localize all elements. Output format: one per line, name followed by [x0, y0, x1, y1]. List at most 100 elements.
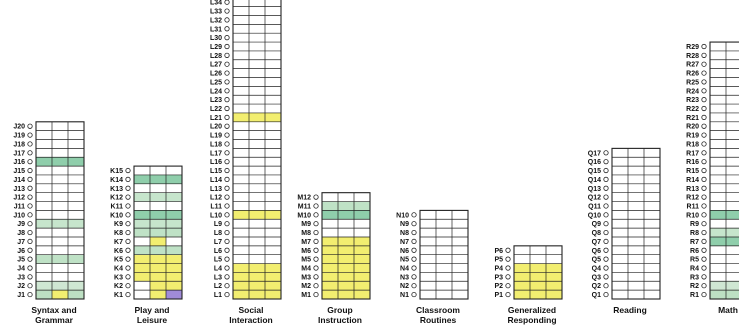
- level-label: R20: [686, 124, 699, 131]
- highlight-cell: [68, 254, 84, 264]
- level-circle: [224, 291, 230, 298]
- grid-frame: [611, 147, 661, 300]
- level-label: R21: [686, 115, 699, 122]
- highlight-cell: [514, 281, 530, 291]
- highlight-cell: [322, 254, 338, 264]
- level-circle: [313, 229, 319, 236]
- domain-caption: Group: [327, 305, 353, 315]
- highlight-cell: [249, 281, 265, 291]
- level-label: K3: [114, 274, 123, 281]
- level-label: M3: [301, 274, 311, 281]
- level-label: P1: [494, 292, 503, 299]
- level-circle: [27, 256, 33, 262]
- level-label: N9: [400, 221, 409, 228]
- level-label: R4: [690, 265, 699, 272]
- level-circle: [27, 159, 33, 165]
- level-circle: [27, 203, 33, 209]
- highlight-cell: [166, 245, 182, 255]
- highlight-cell: [166, 192, 182, 202]
- level-circle: [603, 167, 609, 174]
- level-circle: [411, 283, 417, 289]
- level-label: N2: [400, 283, 409, 290]
- highlight-cell: [338, 210, 354, 220]
- level-circle: [701, 291, 707, 298]
- level-circle: [603, 212, 609, 218]
- level-label: J15: [13, 168, 25, 175]
- level-label: L2: [214, 283, 222, 290]
- level-circle: [125, 291, 131, 298]
- level-label: Q9: [592, 221, 601, 228]
- level-circle: [125, 203, 131, 209]
- level-circle: [224, 0, 230, 5]
- level-circle: [701, 88, 707, 94]
- level-label: J4: [17, 265, 25, 272]
- highlight-cell: [322, 263, 338, 273]
- level-circle: [224, 274, 230, 280]
- level-label: M5: [301, 257, 311, 264]
- level-label: Q12: [588, 195, 601, 202]
- level-circle: [313, 256, 319, 262]
- highlight-cell: [233, 263, 249, 273]
- highlight-cell: [36, 254, 52, 264]
- domain-caption: Interaction: [229, 315, 272, 325]
- level-circle: [224, 17, 230, 23]
- level-label: R15: [686, 168, 699, 175]
- highlight-cell: [530, 290, 546, 299]
- highlight-cell: [338, 281, 354, 291]
- level-circle: [411, 265, 417, 271]
- highlight-cell: [52, 281, 68, 291]
- highlight-cell: [166, 228, 182, 237]
- level-circle: [224, 70, 230, 76]
- highlight-cell: [354, 201, 370, 211]
- level-label: L17: [210, 150, 222, 157]
- level-label: N7: [400, 239, 409, 246]
- level-circle: [224, 123, 230, 129]
- level-label: M6: [301, 248, 311, 255]
- level-label: N4: [400, 265, 409, 272]
- level-label: J11: [14, 203, 25, 210]
- level-circle: [603, 229, 609, 236]
- level-label: R7: [690, 239, 699, 246]
- level-label: J16: [13, 159, 25, 166]
- level-label: P2: [494, 283, 503, 290]
- level-circle: [701, 256, 707, 262]
- level-label: J3: [17, 274, 25, 281]
- level-label: L33: [210, 9, 222, 16]
- level-label: L19: [210, 133, 222, 140]
- highlight-cell: [150, 236, 166, 246]
- highlight-cell: [68, 281, 84, 291]
- level-label: K10: [110, 212, 123, 219]
- level-circle: [224, 105, 230, 112]
- highlight-cell: [354, 245, 370, 255]
- level-label: K2: [114, 283, 123, 290]
- level-circle: [701, 185, 707, 191]
- level-circle: [224, 238, 230, 245]
- level-label: J17: [13, 150, 25, 157]
- level-label: R8: [690, 230, 699, 237]
- level-label: R14: [686, 177, 699, 184]
- level-label: Q10: [588, 212, 601, 219]
- highlight-cell: [726, 281, 739, 291]
- highlight-cell: [249, 263, 265, 273]
- level-label: R6: [690, 248, 699, 255]
- level-circle: [125, 247, 131, 253]
- level-circle: [125, 274, 131, 280]
- level-circle: [701, 70, 707, 76]
- highlight-cell: [354, 236, 370, 246]
- highlight-cell: [710, 281, 726, 291]
- highlight-cell: [710, 290, 726, 299]
- level-label: J20: [13, 124, 25, 131]
- level-circle: [224, 221, 230, 227]
- highlight-cell: [134, 174, 150, 184]
- level-circle: [701, 203, 707, 209]
- level-circle: [313, 212, 319, 218]
- level-label: L13: [210, 186, 222, 193]
- highlight-cell: [150, 174, 166, 184]
- grid-frame: [232, 0, 282, 300]
- level-circle: [603, 238, 609, 245]
- level-circle: [224, 283, 230, 289]
